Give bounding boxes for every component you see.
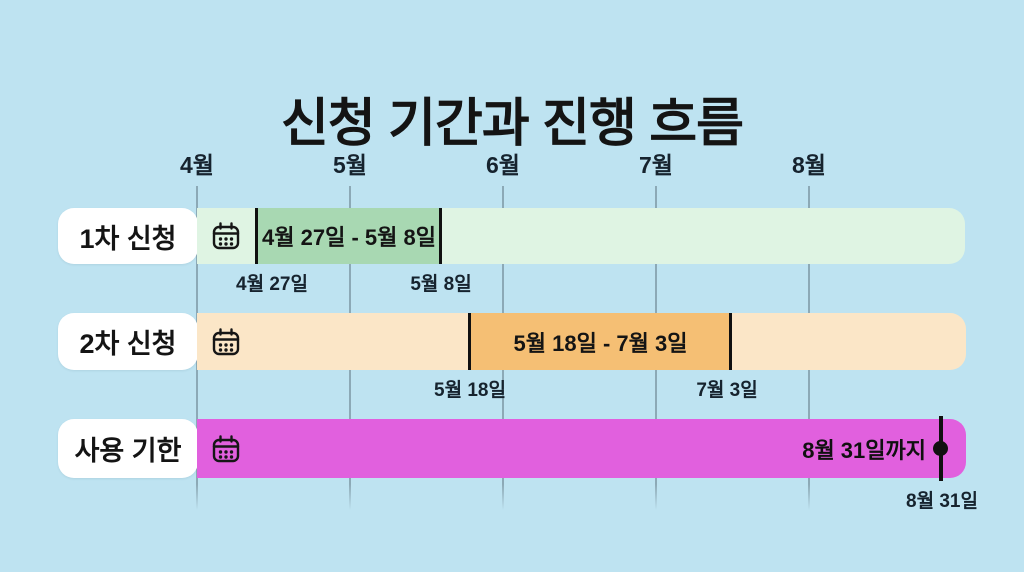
- deadline-date: 8월 31일: [906, 491, 978, 512]
- period-end-date: 5월 8일: [410, 274, 472, 295]
- axis-month-august: 8월: [792, 152, 826, 178]
- row-label-first-application: 1차 신청: [58, 208, 198, 264]
- axis-month-june: 6월: [486, 152, 520, 178]
- calendar-icon: [210, 326, 242, 358]
- timeline-row-first-application: 1차 신청 4월 27일 - 5월 8일 4월 27: [0, 208, 1024, 295]
- period-range-label: 4월 27일 - 5월 8일: [262, 225, 436, 250]
- calendar-icon: [210, 220, 242, 252]
- page-title: 신청 기간과 진행 흐름: [281, 94, 744, 153]
- bar-first-application: 4월 27일 - 5월 8일: [197, 208, 965, 264]
- period-end-tick: [439, 208, 442, 264]
- axis-month-april: 4월: [180, 152, 214, 178]
- row-label-usage-deadline: 사용 기한: [58, 419, 198, 478]
- calendar-icon: [210, 433, 242, 465]
- period-start-date: 4월 27일: [236, 274, 308, 295]
- period-end-date: 7월 3일: [696, 380, 758, 401]
- bar-usage-deadline: 8월 31일까지: [197, 416, 966, 481]
- bar-segment-first-application-period: 4월 27일 - 5월 8일: [257, 208, 441, 264]
- row-label-second-application: 2차 신청: [58, 313, 198, 370]
- bar-second-application: 5월 18일 - 7월 3일: [197, 313, 966, 370]
- period-start-tick: [255, 208, 258, 264]
- axis-month-may: 5월: [333, 152, 367, 178]
- deadline-marker-dot: [933, 441, 948, 456]
- timeline-row-usage-deadline: 사용 기한 8월 31일까지 8월 31일: [0, 416, 1024, 512]
- axis-month-july: 7월: [639, 152, 673, 178]
- period-start-date: 5월 18일: [434, 380, 506, 401]
- period-end-tick: [729, 313, 732, 370]
- bar-segment-second-application-period: 5월 18일 - 7월 3일: [470, 313, 731, 370]
- timeline-row-second-application: 2차 신청 5월 18일 - 7월 3일 5월 18: [0, 313, 1024, 401]
- period-start-tick: [468, 313, 471, 370]
- period-range-label: 5월 18일 - 7월 3일: [513, 330, 688, 356]
- deadline-label: 8월 31일까지: [802, 437, 926, 463]
